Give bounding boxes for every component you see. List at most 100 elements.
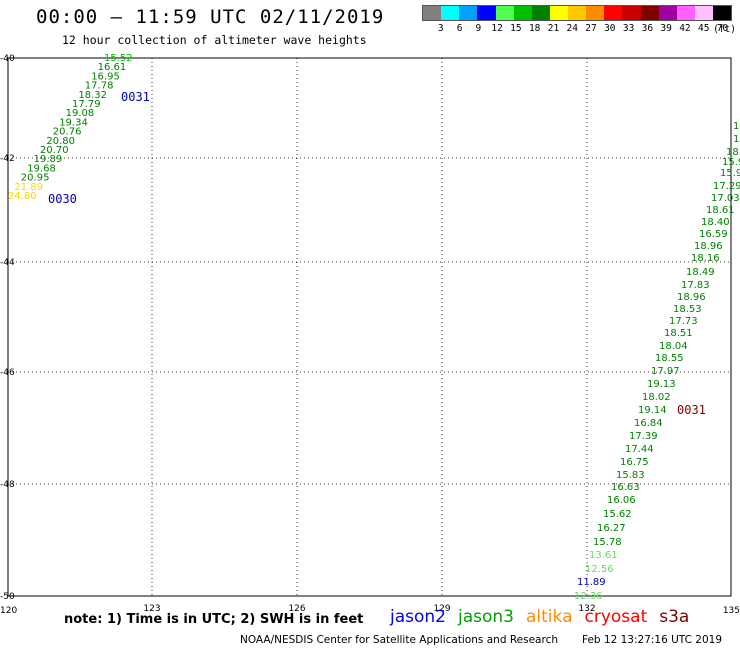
wave-height-label: 16.59 xyxy=(699,229,728,240)
legend-swatch xyxy=(694,6,713,20)
legend-label: 12 xyxy=(491,23,503,34)
legend-label: 42 xyxy=(679,23,691,34)
wave-height-label: 16.95 xyxy=(91,71,120,82)
wave-height-label: 12.56 xyxy=(585,564,614,575)
wave-height-label: 17.97 xyxy=(651,366,680,377)
wave-height-label: 19.34 xyxy=(59,117,88,128)
legend-swatch xyxy=(441,6,460,20)
map-title: 00:00 – 11:59 UTC 02/11/2019 xyxy=(36,6,385,28)
wave-height-label: 18.55 xyxy=(655,353,684,364)
map-frame xyxy=(7,57,732,597)
wave-height-label: 17.03 xyxy=(711,193,740,204)
legend-swatch xyxy=(477,6,496,20)
legend-swatch xyxy=(423,6,442,20)
wave-height-label: 18.49 xyxy=(686,267,715,278)
legend-swatch xyxy=(604,6,623,20)
legend-label: 3 xyxy=(437,23,444,34)
wave-height-label: 15.62 xyxy=(603,509,632,520)
longitude-label: 132 xyxy=(578,604,595,614)
legend-label: 21 xyxy=(547,23,560,34)
wave-height-label: 18.16 xyxy=(691,253,720,264)
footer-credit: NOAA/NESDIS Center for Satellite Applica… xyxy=(240,634,558,646)
wave-height-label: 16.27 xyxy=(597,523,626,534)
wave-height-label: 20.76 xyxy=(53,127,82,138)
legend-label: 45 xyxy=(697,23,710,34)
wave-height-label: 19.14 xyxy=(638,405,667,416)
wave-height-label: 16.63 xyxy=(611,482,640,493)
legend-swatch xyxy=(640,6,659,20)
satellite-key-jason3: jason3 xyxy=(458,607,514,627)
legend-swatch xyxy=(658,6,677,20)
wave-height-label: 15.78 xyxy=(593,537,622,548)
wave-height-label: 20.80 xyxy=(46,136,75,147)
legend-swatch xyxy=(676,6,695,20)
wave-height-label: 18.32 xyxy=(78,90,107,101)
legend-label: 9 xyxy=(475,23,482,34)
pass-time-label: 0031 xyxy=(677,403,706,417)
wave-height-label: 18 xyxy=(733,121,740,132)
wave-height-label: 18 xyxy=(733,134,740,145)
legend-swatch xyxy=(495,6,514,20)
wave-height-label: 18.53 xyxy=(673,304,702,315)
longitude-label: 135 xyxy=(723,606,740,616)
wave-height-label: 19.13 xyxy=(647,379,676,390)
legend-swatch xyxy=(568,6,587,20)
longitude-label: 126 xyxy=(288,604,305,614)
wave-height-label: 15.83 xyxy=(616,470,645,481)
wave-height-label: 15.9 xyxy=(722,157,740,168)
pass-time-label: 0030 xyxy=(48,192,77,206)
wave-height-label: 18.96 xyxy=(677,292,706,303)
legend-swatch xyxy=(513,6,532,20)
wave-height-label: 18. xyxy=(726,147,740,158)
legend-label: 70 xyxy=(716,23,729,34)
legend-swatches xyxy=(422,5,732,21)
wave-height-label: 17.39 xyxy=(629,431,658,442)
wave-height-label: 18.02 xyxy=(642,392,671,403)
wave-height-label: 20.95 xyxy=(21,173,50,184)
wave-height-label: 16.75 xyxy=(620,457,649,468)
wave-height-label: 17.79 xyxy=(72,99,101,110)
pass-time-label: 0031 xyxy=(121,90,150,104)
wave-height-label: 15.52 xyxy=(104,53,133,64)
wave-height-label: 16.06 xyxy=(607,495,636,506)
legend-label: 24 xyxy=(566,23,578,34)
latitude-label: -42 xyxy=(0,154,15,164)
wave-height-label: 18.96 xyxy=(694,241,723,252)
footer-note: note: 1) Time is in UTC; 2) SWH is in fe… xyxy=(64,612,364,627)
wave-height-label: 18.51 xyxy=(664,328,693,339)
satellite-key-cryosat: cryosat xyxy=(584,607,648,627)
satellite-key: jason2 jason3 altika cryosat s3a xyxy=(390,607,701,627)
legend-labels: 3 6 9 12 15 18 21 24 27 30 33 36 39 42 45 70 xyxy=(422,23,732,34)
wave-height-label: 18.40 xyxy=(701,217,730,228)
legend-swatch xyxy=(459,6,478,20)
legend-label: 6 xyxy=(456,23,463,34)
footer-generated: Feb 12 13:27:16 UTC 2019 xyxy=(582,634,722,646)
latitude-label: -46 xyxy=(0,368,15,378)
legend-label: 39 xyxy=(660,23,672,34)
latitude-label: -50 xyxy=(0,592,15,602)
latitude-label: -48 xyxy=(0,480,15,490)
wave-height-label: 13.61 xyxy=(589,550,618,561)
legend-label: 15 xyxy=(510,23,522,34)
map-subtitle: 12 hour collection of altimeter wave hei… xyxy=(62,33,367,47)
wave-height-label: 17.73 xyxy=(669,316,698,327)
wave-height-label: 19.68 xyxy=(27,163,56,174)
legend-label: 18 xyxy=(528,23,541,34)
wave-height-label: 17.29 xyxy=(713,181,740,192)
legend-label: 27 xyxy=(585,23,597,34)
latitude-label: -40 xyxy=(0,54,15,64)
legend-swatch xyxy=(622,6,641,20)
longitude-label: 120 xyxy=(0,606,17,616)
latitude-label: -44 xyxy=(0,258,15,268)
wave-height-label: 11.89 xyxy=(577,577,606,588)
legend-unit: (ft) xyxy=(713,24,736,35)
satellite-key-jason2: jason2 xyxy=(390,607,446,627)
wave-height-label: 12.36 xyxy=(574,591,603,602)
color-scale-legend: 3 6 9 12 15 18 21 24 27 30 33 36 39 42 45 70 (ft) xyxy=(422,5,736,37)
legend-swatch xyxy=(549,6,568,20)
legend-label: 36 xyxy=(641,23,654,34)
wave-height-label: 20.70 xyxy=(40,145,69,156)
wave-height-label: 17.83 xyxy=(681,280,710,291)
legend-label: 30 xyxy=(604,23,616,34)
wave-height-label: 18.04 xyxy=(659,341,688,352)
